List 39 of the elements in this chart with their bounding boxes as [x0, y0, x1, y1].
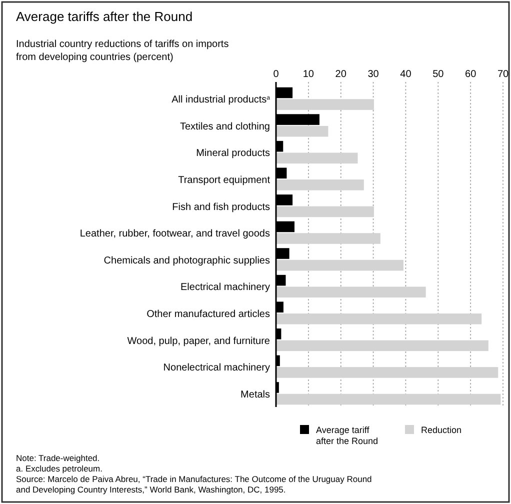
bar	[276, 126, 328, 137]
x-tick-label: 30	[368, 69, 380, 80]
y-tick-label: Metals	[240, 389, 270, 400]
y-tick-label: Mineral products	[196, 148, 270, 160]
y-tick-label: Wood, pulp, paper, and furniture	[127, 336, 270, 347]
bar	[276, 233, 380, 244]
x-tick-label: 20	[335, 69, 347, 80]
y-tick-label: Textiles and clothing	[180, 121, 270, 132]
x-tick-label: 10	[302, 69, 314, 80]
x-tick-label: 40	[400, 69, 412, 80]
text: a. Excludes petroleum.	[16, 464, 102, 474]
y-tick-label: Electrical machinery	[180, 282, 270, 294]
x-tick-label: 60	[465, 69, 477, 80]
bar	[276, 180, 364, 190]
x-tick-label: 50	[432, 69, 444, 80]
y-tick-label: Fish and fish products	[172, 202, 270, 213]
y-tick-label: Other manufactured articles	[146, 308, 270, 320]
source-note: Source: Marcelo de Paiva Abreu, “Trade in Manufactures: The Outcome of the Uruguay Round and Developing Country Interests,” World Bank, Washington, DC, 1995.	[16, 474, 372, 494]
bar	[276, 340, 488, 352]
y-tick-label: Leather, rubber, footwear, and travel goods	[80, 228, 270, 240]
legend-label: Reduction	[421, 425, 462, 435]
y-tick-label: Chemicals and photographic supplies	[104, 255, 270, 266]
legend-label: Average tariff after the Round	[316, 425, 378, 446]
bar	[276, 99, 374, 110]
x-tick-label: 0	[273, 69, 280, 80]
bar	[276, 260, 404, 271]
x-tick-label: 70	[497, 69, 509, 80]
bar	[276, 152, 358, 164]
y-tick-label: All industrial products$^{a}$	[172, 94, 271, 106]
bar	[276, 206, 374, 218]
y-tick-label: Transport equipment	[178, 175, 270, 186]
text: Industrial country reductions of tariffs on imports from developing countries (percent)	[16, 39, 229, 63]
bar	[276, 313, 482, 324]
bar	[276, 394, 501, 405]
text: Average tariffs after the Round	[16, 9, 193, 24]
bar	[276, 286, 426, 298]
y-tick-label: Nonelectrical machinery	[163, 362, 270, 374]
text: Note: Trade-weighted.	[16, 453, 100, 463]
bar	[276, 367, 498, 378]
